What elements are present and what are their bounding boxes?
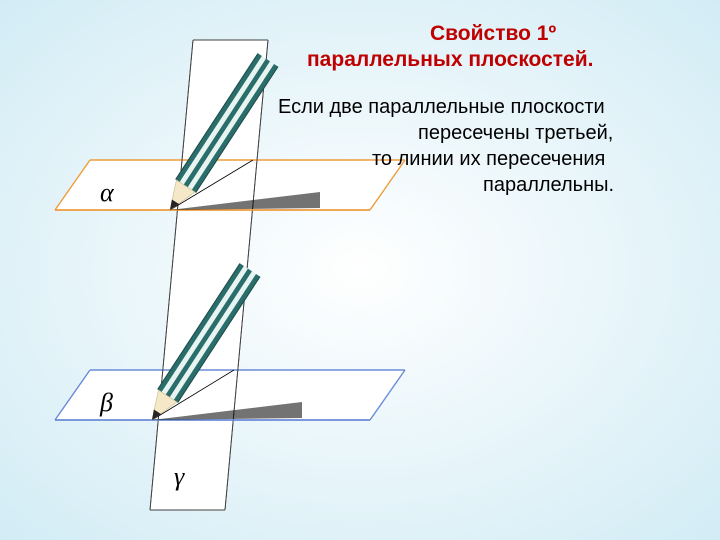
heading-line-2: параллельных плоскостей.	[307, 48, 593, 72]
body-line-3: то линии их пересечения	[372, 148, 605, 171]
body-line-2: пересечены третьей,	[418, 122, 613, 145]
label-alpha: α	[100, 178, 114, 208]
body-line-1: Если две параллельные плоскости	[278, 96, 605, 119]
label-beta: β	[100, 388, 113, 418]
slide-canvas: Свойство 1º параллельных плоскостей. Есл…	[0, 0, 720, 540]
geometry-diagram	[0, 0, 720, 540]
heading-line-1: Свойство 1º	[430, 22, 556, 46]
body-line-4: параллельны.	[483, 174, 614, 197]
label-gamma: γ	[174, 462, 184, 492]
